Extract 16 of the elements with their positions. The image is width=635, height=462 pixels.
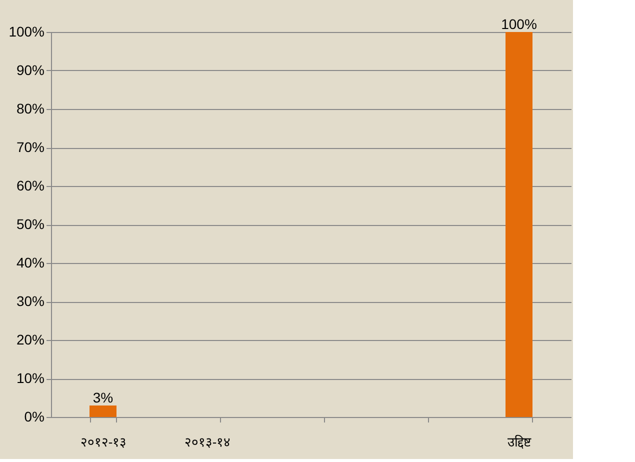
y-tick-label: 90% xyxy=(16,62,44,78)
text: 100% xyxy=(501,16,537,32)
y-tick-label: 40% xyxy=(16,254,44,270)
y-tick-label: 80% xyxy=(16,100,44,116)
y-tick-label: 20% xyxy=(16,332,44,348)
x-tick-label: उद्दिष्ट xyxy=(508,434,532,450)
y-tick-label: 30% xyxy=(16,293,44,309)
y-tick-label: 100% xyxy=(8,24,44,40)
y-tick-label: 60% xyxy=(16,178,44,194)
x-tick-label: २०१३-१४ xyxy=(184,434,231,450)
y-tick-label: 0% xyxy=(24,408,44,424)
y-tick-label: 70% xyxy=(16,139,44,155)
x-tick-label: २०१२-१३ xyxy=(80,434,127,450)
y-tick-label: 50% xyxy=(16,216,44,232)
text: 3% xyxy=(92,389,114,406)
y-tick-label: 10% xyxy=(16,370,44,386)
